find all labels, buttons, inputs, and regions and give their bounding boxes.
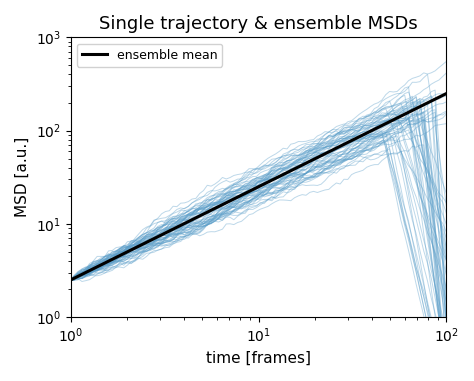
ensemble mean (155, 234, 161, 239)
ensemble mean (444, 91, 449, 96)
X-axis label: time [frames]: time [frames] (206, 351, 311, 366)
ensemble mean (68, 278, 73, 282)
Y-axis label: MSD [a.u.]: MSD [a.u.] (15, 137, 30, 217)
ensemble mean (413, 106, 419, 111)
Title: Single trajectory & ensemble MSDs: Single trajectory & ensemble MSDs (99, 15, 418, 33)
Legend: ensemble mean: ensemble mean (77, 43, 222, 67)
ensemble mean (261, 182, 267, 186)
Line: ensemble mean: ensemble mean (71, 93, 447, 280)
ensemble mean (425, 101, 430, 105)
ensemble mean (140, 242, 146, 247)
ensemble mean (292, 166, 298, 171)
